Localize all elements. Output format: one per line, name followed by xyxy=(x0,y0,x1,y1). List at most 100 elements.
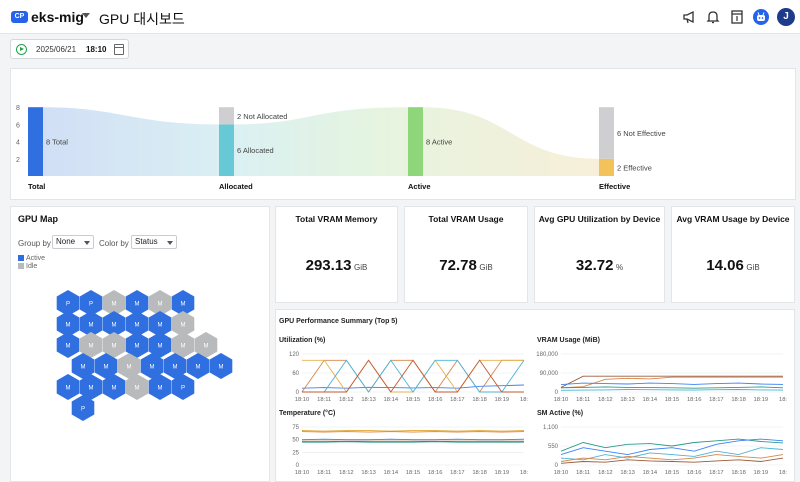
gpu-hex[interactable]: M xyxy=(79,311,103,337)
kpi-title: Avg VRAM Usage by Device xyxy=(676,214,790,224)
flow-band xyxy=(43,107,599,176)
x-tick-label: 18:15 xyxy=(665,397,680,403)
x-tick-label: 18:12 xyxy=(339,470,354,476)
time-control[interactable]: 2025/06/21 18:10 xyxy=(10,39,129,59)
x-tick-label: 18:14 xyxy=(384,470,399,476)
series-line xyxy=(560,389,784,391)
gpu-hex[interactable]: P xyxy=(71,395,95,421)
flow-segment-label: 8 Active xyxy=(426,138,452,147)
gpu-hex[interactable]: M xyxy=(171,311,195,337)
chevron-down-icon[interactable] xyxy=(82,13,90,18)
kpi-avg-vram-usage: Avg VRAM Usage by Device 14.06 GiB xyxy=(671,206,795,303)
megaphone-icon[interactable] xyxy=(682,9,698,25)
x-tick-label: 18:12 xyxy=(598,470,613,476)
series-line xyxy=(301,430,525,432)
avatar[interactable]: J xyxy=(777,8,795,26)
gpu-map-title: GPU Map xyxy=(18,214,59,224)
gpu-hex[interactable]: M xyxy=(186,353,210,379)
x-tick-label: 18:13 xyxy=(361,397,376,403)
group-by-label: Group by xyxy=(18,239,51,248)
gpu-hex-label: P xyxy=(81,407,85,413)
y-tick-label: 75 xyxy=(292,425,299,431)
gpu-hex[interactable]: M xyxy=(125,290,149,316)
y-tick-label: 120 xyxy=(289,352,300,358)
gpu-hex[interactable]: M xyxy=(56,311,80,337)
gpu-hex-label: M xyxy=(66,344,71,350)
gpu-hex[interactable]: M xyxy=(117,353,141,379)
gpu-hex[interactable]: M xyxy=(102,374,126,400)
kpi-number: 293.13 xyxy=(305,257,352,274)
gpu-hex[interactable]: M xyxy=(102,332,126,358)
gpu-hex[interactable]: M xyxy=(56,332,80,358)
gpu-hex[interactable]: M xyxy=(125,374,149,400)
play-icon[interactable] xyxy=(16,44,27,55)
gpu-hex[interactable]: P xyxy=(79,290,103,316)
gpu-hex[interactable]: M xyxy=(79,374,103,400)
bell-icon[interactable] xyxy=(705,9,721,25)
y-tick-label: 0 xyxy=(555,463,559,469)
y-tick-label: 50 xyxy=(292,438,299,444)
x-tick-label: 18:18 xyxy=(731,470,746,476)
gpu-hex-shape xyxy=(163,353,187,379)
gpu-hex-label: M xyxy=(158,302,163,308)
y-tick-label: 0 xyxy=(296,390,300,396)
group-by-value: None xyxy=(56,237,76,246)
y-tick-label: 0 xyxy=(555,390,559,396)
x-tick-label: 18:12 xyxy=(339,397,354,403)
gpu-hex[interactable]: M xyxy=(171,290,195,316)
flow-segment-label: 6 Not Effective xyxy=(617,129,666,138)
gpu-map-panel: GPU Map Group by None Color by Status Ac… xyxy=(10,206,270,482)
gpu-hex[interactable]: M xyxy=(79,332,103,358)
legend-active: Active xyxy=(18,255,45,262)
gpu-hex[interactable]: M xyxy=(125,311,149,337)
flow-segment-label: 6 Allocated xyxy=(237,146,274,155)
gpu-hex[interactable]: P xyxy=(171,374,195,400)
chart-title-sm-active: SM Active (%) xyxy=(537,410,584,417)
gpu-hex-label: M xyxy=(81,365,86,371)
cluster-selector[interactable]: eks-mig xyxy=(31,9,84,25)
calendar-icon[interactable] xyxy=(114,44,124,55)
gpu-hex[interactable]: M xyxy=(56,374,80,400)
series-line xyxy=(560,376,783,389)
flow-bar-segment xyxy=(219,107,234,125)
gpu-hex[interactable]: M xyxy=(148,332,172,358)
gpu-hex[interactable]: M xyxy=(102,290,126,316)
y-tick-label: 25 xyxy=(292,450,299,456)
flow-stage-label: Allocated xyxy=(219,182,253,191)
gpu-hex-shape xyxy=(102,290,126,316)
kpi-number: 32.72 xyxy=(575,257,614,274)
gpu-hex[interactable]: M xyxy=(148,290,172,316)
x-tick-label: 18:10 xyxy=(554,397,569,403)
flow-y-tick: 8 xyxy=(16,105,20,112)
gpu-hex-shape xyxy=(79,332,103,358)
x-tick-label: 18:13 xyxy=(620,397,635,403)
gpu-hex-label: M xyxy=(158,344,163,350)
gpu-hex[interactable]: M xyxy=(171,332,195,358)
gpu-hex[interactable]: M xyxy=(94,353,118,379)
group-by-select[interactable]: None xyxy=(52,235,94,249)
kpi-value: 32.72 % xyxy=(535,257,664,274)
gpu-hex[interactable]: M xyxy=(140,353,164,379)
x-tick-label: 18:12 xyxy=(598,397,613,403)
color-by-value: Status xyxy=(135,237,158,246)
bot-icon[interactable] xyxy=(753,9,769,25)
gpu-hex[interactable]: M xyxy=(125,332,149,358)
gpu-hex[interactable]: M xyxy=(163,353,187,379)
gpu-hex[interactable]: M xyxy=(209,353,233,379)
gpu-hex[interactable]: M xyxy=(148,374,172,400)
page-title: GPU 대시보드 xyxy=(99,11,185,27)
gpu-hex[interactable]: M xyxy=(71,353,95,379)
gpu-hex-label: P xyxy=(181,386,185,392)
gpu-hex[interactable]: P xyxy=(56,290,80,316)
gpu-hex-label: M xyxy=(181,323,186,329)
gpu-hex[interactable]: M xyxy=(102,311,126,337)
x-tick-label: 18:15 xyxy=(406,397,421,403)
gpu-hex-shape xyxy=(148,290,172,316)
gpu-hex[interactable]: M xyxy=(148,311,172,337)
flow-stage-label: Total xyxy=(28,182,45,191)
gpu-hex[interactable]: M xyxy=(194,332,218,358)
document-icon[interactable] xyxy=(729,9,745,25)
top-bar: CP eks-mig GPU 대시보드 J xyxy=(0,0,800,34)
color-by-select[interactable]: Status xyxy=(131,235,177,249)
